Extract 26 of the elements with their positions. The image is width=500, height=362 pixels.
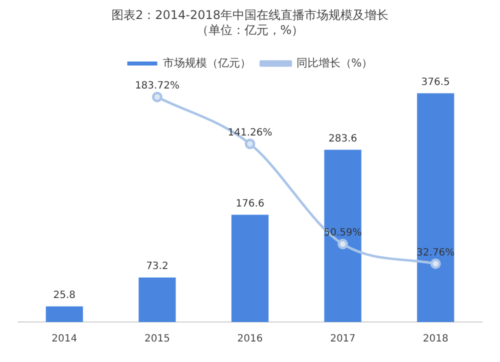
x-tick-label: 2016 — [237, 334, 263, 345]
x-tick-label: 2015 — [144, 334, 170, 345]
bar — [417, 93, 454, 322]
point — [430, 258, 441, 269]
legend-label: 同比增长（%） — [296, 56, 373, 70]
data-label: 73.2 — [146, 261, 168, 272]
point — [244, 138, 256, 150]
data-label: 176.6 — [236, 198, 264, 210]
data-label: 25.8 — [53, 290, 76, 301]
data-label: 183.72% — [134, 80, 180, 92]
data-label: 50.59% — [324, 228, 362, 239]
chart-title: 图表2：2014-2018年中国在线直播市场规模及增长（单位：亿元，%） — [110, 8, 390, 38]
legend-label: 市场规模（亿元） — [162, 56, 251, 70]
data-label: 376.5 — [421, 76, 450, 88]
bar — [231, 214, 269, 322]
point — [152, 92, 162, 102]
bar — [138, 278, 176, 322]
data-label: 283.6 — [328, 133, 358, 144]
point — [338, 238, 348, 250]
x-tick-label: 2018 — [422, 334, 448, 345]
data-label: 32.76% — [416, 247, 455, 258]
bar — [46, 306, 83, 322]
bar — [324, 150, 362, 322]
x-tick-label: 2014 — [52, 334, 78, 345]
data-label: 141.26% — [228, 127, 272, 138]
x-tick-label: 2017 — [330, 334, 356, 345]
